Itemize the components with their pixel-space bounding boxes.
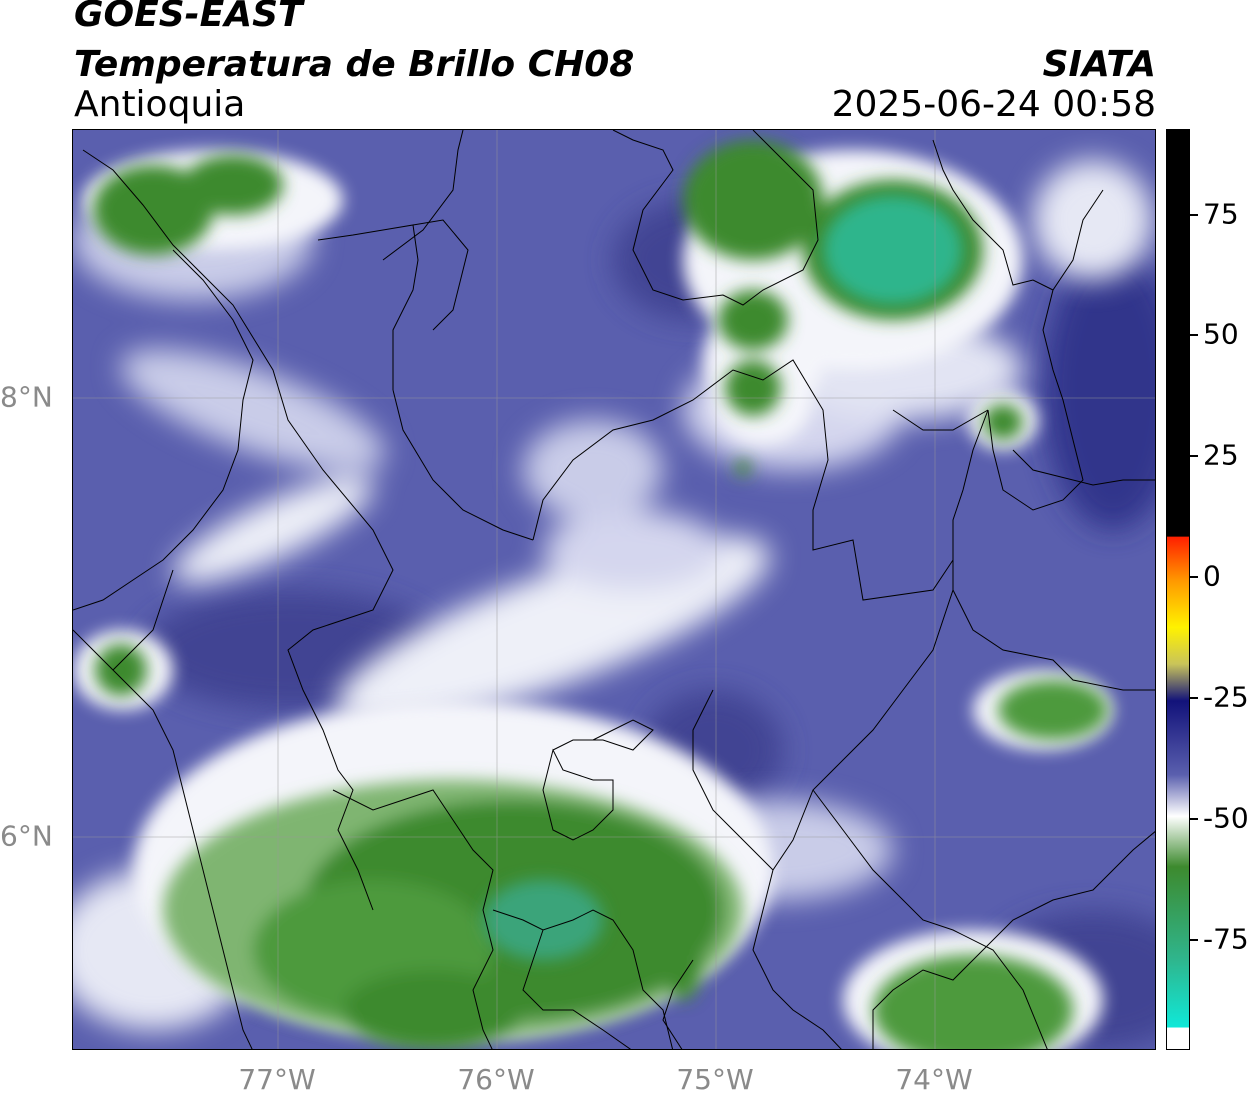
lon-label-77w: 77°W: [238, 1063, 316, 1096]
lon-label-76w: 76°W: [457, 1063, 535, 1096]
lat-label-8n: 8°N: [0, 380, 53, 414]
temperature-colorbar: [1166, 129, 1190, 1050]
colorbar-label-50: 50: [1203, 317, 1239, 351]
colorbar-label-m25: -25: [1203, 680, 1249, 714]
coldest-tops-teal: [483, 195, 963, 960]
datetime-label: 2025-06-24 00:58: [831, 84, 1156, 125]
lat-label-6n: 6°N: [0, 819, 53, 853]
colorbar-tick: [1190, 576, 1198, 578]
graticule: [73, 130, 1155, 1049]
colorbar-tick: [1190, 334, 1198, 336]
agency-label: SIATA: [1042, 44, 1156, 85]
colorbar-label-0: 0: [1203, 559, 1221, 593]
admin-boundaries: [73, 130, 1155, 1049]
product-title: Temperatura de Brillo CH08: [74, 44, 635, 85]
colorbar-label-m75: -75: [1203, 922, 1249, 956]
colorbar-label-75: 75: [1203, 197, 1239, 231]
brightness-temperature-map[interactable]: [72, 129, 1156, 1050]
region-title: Antioquia: [74, 84, 246, 125]
colorbar-tick: [1190, 939, 1198, 941]
colorbar-tick: [1190, 697, 1198, 699]
satellite-title: GOES-EAST: [74, 0, 303, 35]
lon-label-74w: 74°W: [895, 1063, 973, 1096]
lon-label-75w: 75°W: [676, 1063, 754, 1096]
colorbar-label-m50: -50: [1203, 801, 1249, 835]
colorbar-tick: [1190, 214, 1198, 216]
colorbar-tick: [1190, 818, 1198, 820]
colorbar-tick: [1190, 455, 1198, 457]
colorbar-label-25: 25: [1203, 438, 1239, 472]
